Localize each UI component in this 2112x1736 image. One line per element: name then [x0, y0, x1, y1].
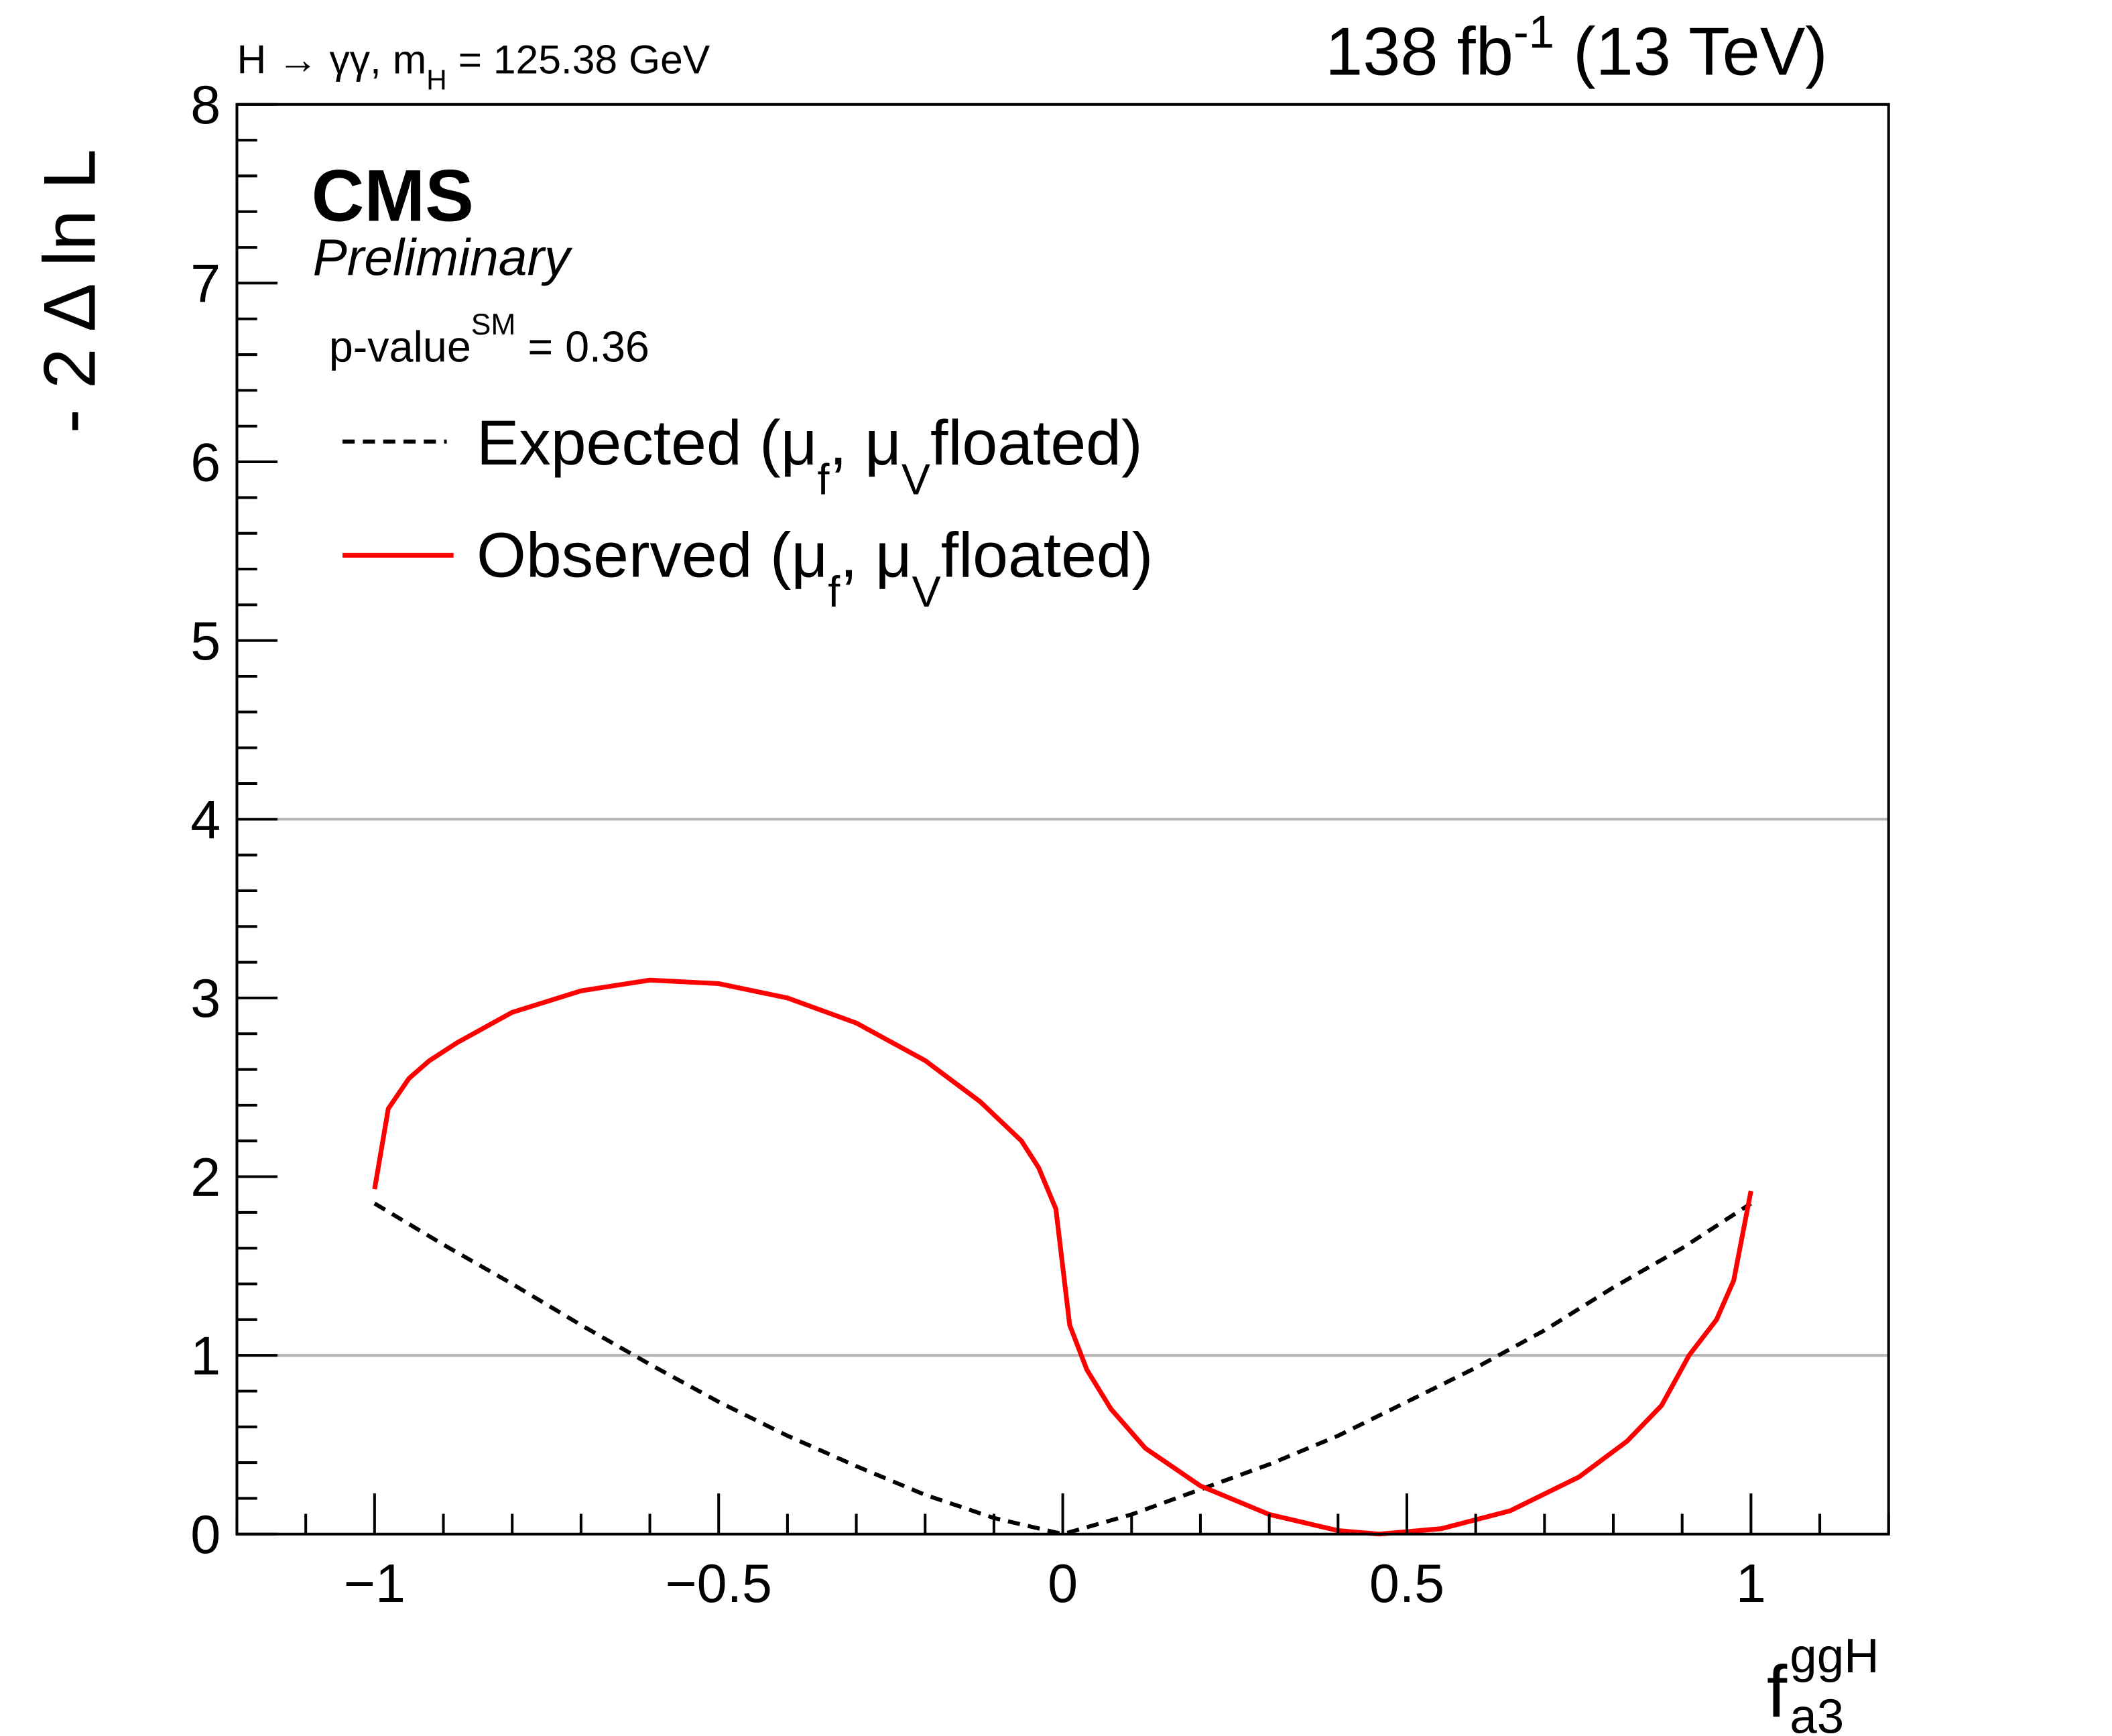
y-tick-label: 4 [190, 790, 221, 851]
axis-ticks [235, 103, 1890, 1536]
x-tick-label: −0.5 [665, 1554, 771, 1614]
y-tick-label: 7 [190, 254, 221, 314]
expected-curve [373, 1201, 1752, 1536]
y-tick-label: 3 [190, 969, 221, 1029]
luminosity-label: 138 fb-1 (13 TeV) [1325, 6, 1828, 89]
cms-label: CMS [312, 156, 474, 237]
curves [372, 977, 1753, 1537]
x-axis-label: f ggH a3 [1767, 1629, 1879, 1736]
preliminary-label: Preliminary [313, 229, 573, 286]
x-tick-label: −1 [344, 1554, 406, 1614]
y-axis-label: - 2 Δ ln L [29, 149, 111, 434]
legend-expected-label: Expected (μf, μVfloated) [477, 408, 1143, 503]
y-tick-label: 2 [190, 1148, 221, 1208]
y-tick-label: 0 [190, 1505, 221, 1565]
tick-labels: −1 −0.5 0 0.5 1 0 1 2 3 4 5 6 7 8 [190, 75, 1766, 1614]
x-tick-label: 0 [1048, 1554, 1078, 1614]
observed-curve [372, 977, 1753, 1537]
y-tick-label: 6 [190, 432, 221, 493]
y-tick-label: 5 [190, 611, 221, 672]
y-tick-label: 8 [190, 75, 221, 135]
legend: Expected (μf, μVfloated) Observed (μf, μ… [343, 408, 1153, 616]
reference-lines [237, 818, 1889, 1357]
legend-observed-label: Observed (μf, μVfloated) [477, 520, 1153, 616]
x-tick-label: 0.5 [1369, 1554, 1444, 1614]
pvalue-label: p-valueSM = 0.36 [329, 308, 649, 371]
x-tick-label: 1 [1736, 1554, 1766, 1614]
channel-label: H → γγ, mH = 125.38 GeV [237, 36, 710, 95]
y-tick-label: 1 [190, 1326, 221, 1386]
